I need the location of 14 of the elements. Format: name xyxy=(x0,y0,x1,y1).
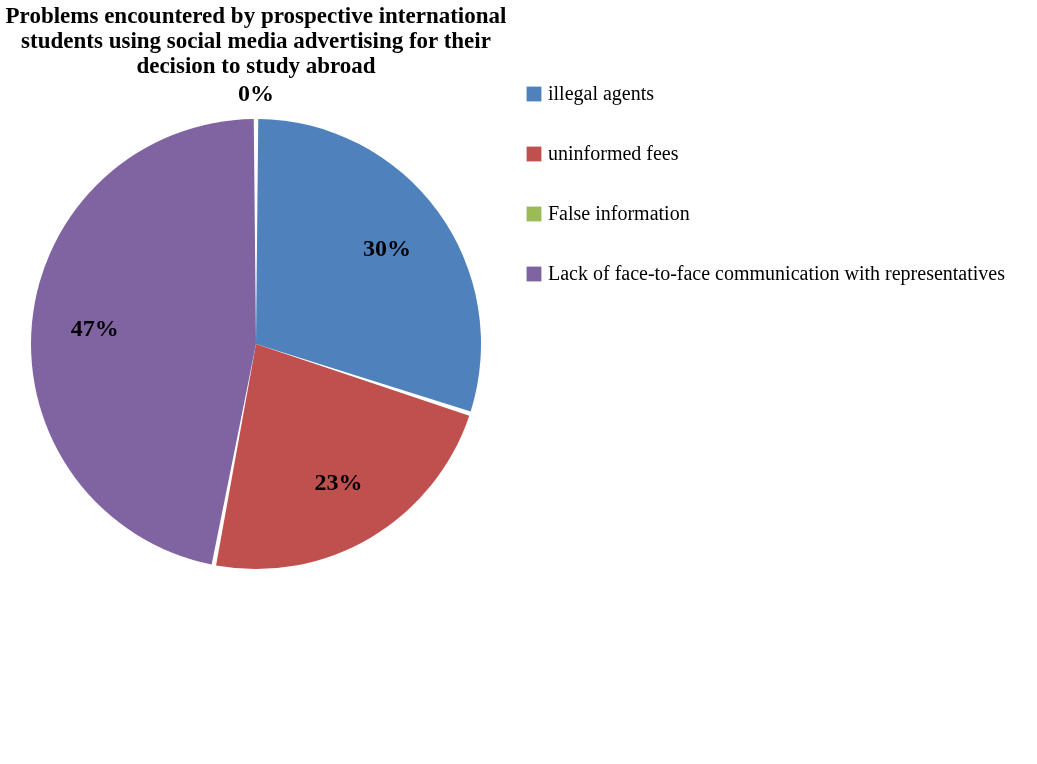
text: students using social media advertising for their xyxy=(21,28,491,53)
data-label: 30% xyxy=(363,234,412,261)
pie-slice xyxy=(216,344,470,569)
text: decision to study abroad xyxy=(136,53,376,78)
legend-label: False information xyxy=(548,202,690,224)
text: 0% xyxy=(238,80,274,106)
pie-slice xyxy=(31,119,256,565)
pie-slice xyxy=(256,119,481,412)
legend-label: uninformed fees xyxy=(548,142,679,164)
legend-label: illegal agents xyxy=(548,82,655,105)
legend-label: Lack of face-to-face communication with representatives xyxy=(548,262,1006,285)
data-label: 23% xyxy=(314,469,363,496)
data-label: 47% xyxy=(70,314,119,341)
text: Problems encountered by prospective international xyxy=(5,3,507,28)
